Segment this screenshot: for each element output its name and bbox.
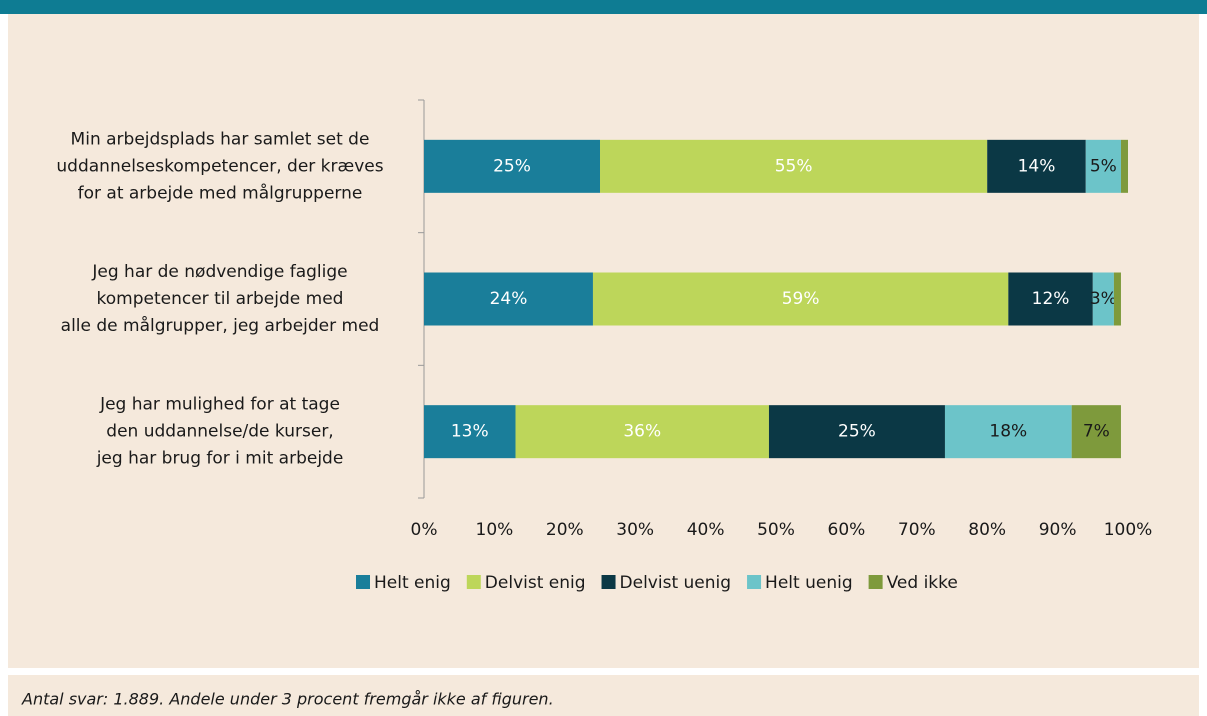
data-label: 3% [1090, 289, 1117, 309]
bar-segment [515, 405, 769, 459]
legend-swatch [868, 575, 883, 589]
category-label: Jeg har mulighed for at tage den uddannel… [96, 395, 344, 469]
data-label: 13% [451, 422, 489, 442]
bar-segment [424, 405, 516, 459]
bar-segment [1071, 405, 1121, 459]
data-label: 24% [490, 289, 528, 309]
bar-segment [987, 139, 1086, 193]
header-bar [0, 0, 1207, 14]
legend-swatch [747, 575, 762, 589]
x-tick-label: 60% [828, 520, 866, 540]
x-tick-label: 70% [898, 520, 936, 540]
legend-label: Delvist enig [485, 573, 586, 593]
bar-segment [1092, 272, 1114, 326]
legend-label: Ved ikke [887, 573, 958, 593]
legend-swatch [466, 575, 481, 589]
bar-segment [424, 272, 593, 326]
bar-segment [1008, 272, 1093, 326]
x-tick-label: 100% [1104, 520, 1153, 540]
data-label: 7% [1083, 422, 1110, 442]
legend-label: Helt uenig [765, 573, 853, 593]
legend-swatch [601, 575, 616, 589]
bar-segment [944, 405, 1072, 459]
legend-label: Delvist uenig [620, 573, 732, 593]
category-label: Jeg har de nødvendige faglige kompetencer… [61, 262, 380, 336]
x-tick-label: 80% [968, 520, 1006, 540]
bar-segment [424, 139, 600, 193]
x-tick-label: 30% [616, 520, 654, 540]
footnote-panel [8, 675, 1199, 716]
legend-label: Helt enig [374, 573, 451, 593]
x-tick-label: 90% [1039, 520, 1077, 540]
bar-segment [1085, 139, 1121, 193]
category-label: Min arbejdsplads har samlet set de uddann… [56, 129, 383, 203]
footnote: Antal svar: 1.889. Andele under 3 procen… [21, 690, 554, 709]
data-label: 59% [782, 289, 820, 309]
data-label: 18% [989, 422, 1027, 442]
x-tick-label: 10% [476, 520, 514, 540]
data-label: 25% [838, 422, 876, 442]
bar-segment [600, 139, 988, 193]
x-tick-label: 0% [411, 520, 438, 540]
data-label: 12% [1032, 289, 1070, 309]
x-tick-label: 20% [546, 520, 584, 540]
bar-segment [1113, 272, 1121, 326]
data-label: 14% [1018, 156, 1056, 176]
legend-swatch [356, 575, 370, 589]
data-label: 25% [493, 156, 531, 176]
x-tick-label: 40% [687, 520, 725, 540]
data-label: 5% [1090, 156, 1117, 176]
bar-segment [1120, 139, 1128, 193]
x-tick-label: 50% [757, 520, 795, 540]
chart-panel [8, 14, 1199, 668]
bar-segment [768, 405, 945, 459]
data-label: 55% [775, 156, 813, 176]
bar-segment [592, 272, 1009, 326]
data-label: 36% [623, 422, 661, 442]
